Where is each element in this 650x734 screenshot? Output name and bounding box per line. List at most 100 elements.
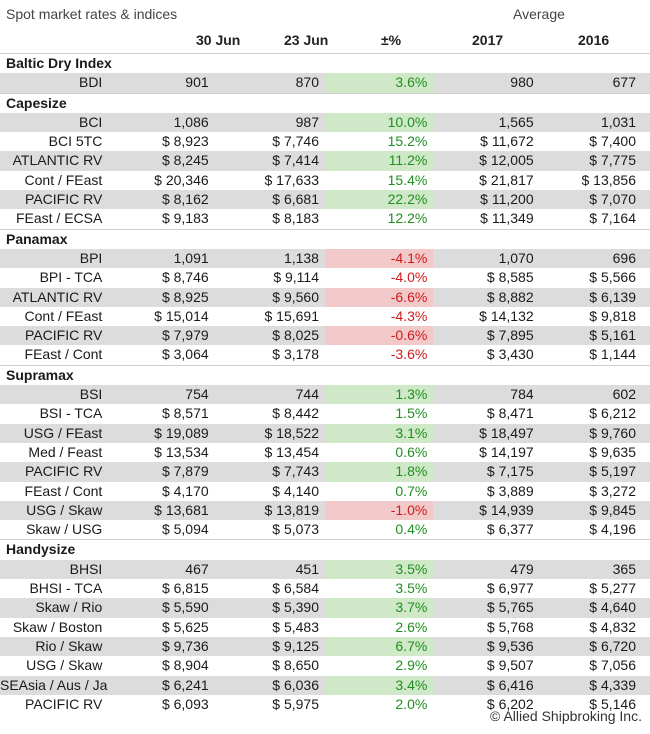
value-23jun: $ 4,140 xyxy=(272,482,319,499)
section-title: Panamax xyxy=(0,228,650,249)
route-label: Rio / Skaw xyxy=(0,636,109,657)
average-2016: $ 9,635 xyxy=(589,443,636,460)
table-row: PACIFIC RV $ 7,879 $ 7,743 1.8% $ 7,175 $ 5,1… xyxy=(0,462,650,482)
average-2017: $ 9,507 xyxy=(486,657,534,674)
average-2016: $ 9,760 xyxy=(541,423,650,443)
average-2016: $ 6,720 xyxy=(541,636,650,657)
value-30jun: $ 5,625 xyxy=(161,618,209,635)
pct-change: -4.0% xyxy=(390,269,428,286)
value-30jun: $ 20,346 xyxy=(154,171,209,188)
average-2017: $ 14,132 xyxy=(479,307,534,324)
table-row: ATLANTIC RV $ 8,925 $ 9,560 -6.6% $ 8,882 $ 6… xyxy=(0,287,650,307)
average-2016: $ 1,144 xyxy=(589,346,636,363)
average-2016: $ 4,640 xyxy=(541,598,650,618)
route-label: USG / Skaw xyxy=(26,657,103,674)
col-header-2016: 2016 xyxy=(578,32,610,48)
section-header: Panamax xyxy=(0,228,650,249)
average-2017: $ 21,817 xyxy=(479,171,534,188)
value-23jun: $ 5,975 xyxy=(272,695,319,712)
table-row: BSI - TCA $ 8,571 $ 8,442 1.5% $ 8,471 $ 6,21… xyxy=(0,404,650,423)
table-row: Skaw / Rio $ 5,590 $ 5,390 3.7% $ 5,765 $ 4,6… xyxy=(0,598,650,618)
pct-change: 15.4% xyxy=(387,171,428,188)
value-30jun: $ 7,879 xyxy=(108,462,217,482)
route-label: BHSI xyxy=(0,559,109,580)
average-2016: $ 3,272 xyxy=(589,482,636,499)
route-label: FEast / ECSA xyxy=(15,210,103,227)
value-30jun: $ 9,183 xyxy=(161,210,209,227)
value-23jun: $ 8,442 xyxy=(272,405,319,422)
route-label: Skaw / Rio xyxy=(0,598,109,618)
value-30jun: $ 5,590 xyxy=(108,598,217,618)
value-30jun: $ 8,245 xyxy=(108,151,217,171)
table-row: BPI 1,091 1,138 -4.1% 1,070 696 xyxy=(0,248,650,269)
average-2017: $ 14,939 xyxy=(433,500,542,521)
average-2016: $ 5,161 xyxy=(541,326,650,346)
pct-change: -4.1% xyxy=(324,248,434,269)
pct-change: -6.6% xyxy=(324,287,434,307)
pct-change: 1.5% xyxy=(395,405,428,422)
average-2016: $ 9,845 xyxy=(541,500,650,521)
route-label: PACIFIC RV xyxy=(0,190,109,210)
value-23jun: $ 8,650 xyxy=(272,657,319,674)
value-23jun: $ 5,390 xyxy=(216,598,325,618)
section-header: Capesize xyxy=(0,92,650,113)
average-2017: $ 6,977 xyxy=(486,580,534,597)
table-row: SEAsia / Aus / Jap $ 6,241 $ 6,036 3.4% $ 6,… xyxy=(0,675,650,695)
pct-change: -0.6% xyxy=(324,326,434,346)
value-23jun: $ 15,691 xyxy=(264,307,319,324)
average-2017: $ 6,202 xyxy=(486,695,534,712)
section-header: Baltic Dry Index xyxy=(0,53,650,74)
average-2016: $ 4,339 xyxy=(541,675,650,695)
table-row: Cont / FEast $ 15,014 $ 15,691 -4.3% $ 14,13… xyxy=(0,307,650,326)
average-2016: 1,031 xyxy=(541,112,650,133)
pct-change: 12.2% xyxy=(387,210,428,227)
table-row: Cont / FEast $ 20,346 $ 17,633 15.4% $ 21,81… xyxy=(0,171,650,190)
average-2016: $ 6,139 xyxy=(541,287,650,307)
table-row: BDI 901 870 3.6% 980 677 xyxy=(0,73,650,94)
table-row: FEast / ECSA $ 9,183 $ 8,183 12.2% $ 11,349 $… xyxy=(0,209,650,229)
route-label: PACIFIC RV xyxy=(25,695,103,712)
value-30jun: $ 4,170 xyxy=(161,482,209,499)
table-row: PACIFIC RV $ 6,093 $ 5,975 2.0% $ 6,202 $ 5,1… xyxy=(0,695,650,714)
value-30jun: $ 13,681 xyxy=(108,500,217,521)
pct-change: 3.1% xyxy=(324,423,434,443)
value-23jun: $ 13,454 xyxy=(264,443,319,460)
pct-change: 2.6% xyxy=(395,618,428,635)
section-title: Handysize xyxy=(0,539,650,560)
route-label: PACIFIC RV xyxy=(0,326,109,346)
value-23jun: $ 9,560 xyxy=(216,287,325,307)
average-2017: 1,565 xyxy=(433,112,542,133)
table-title: Spot market rates & indices xyxy=(6,6,178,22)
pct-change: 3.6% xyxy=(324,73,434,94)
section-title: Supramax xyxy=(0,364,650,386)
route-label: Skaw / Boston xyxy=(12,618,103,635)
value-30jun: $ 13,534 xyxy=(154,443,209,460)
value-23jun: $ 7,746 xyxy=(272,133,319,150)
table-row: PACIFIC RV $ 7,979 $ 8,025 -0.6% $ 7,895 $ 5,… xyxy=(0,326,650,346)
value-23jun: 987 xyxy=(216,112,325,133)
value-30jun: 754 xyxy=(108,385,217,405)
value-30jun: $ 15,014 xyxy=(154,307,209,324)
value-23jun: $ 8,183 xyxy=(272,210,319,227)
value-30jun: $ 3,064 xyxy=(161,346,209,363)
average-2017: $ 6,416 xyxy=(433,675,542,695)
section-title: Baltic Dry Index xyxy=(0,53,650,74)
table-row: Rio / Skaw $ 9,736 $ 9,125 6.7% $ 9,536 $ 6,7… xyxy=(0,636,650,657)
route-label: BCI 5TC xyxy=(48,133,103,150)
value-23jun: 451 xyxy=(216,559,325,580)
value-30jun: $ 8,746 xyxy=(161,269,209,286)
average-2017: $ 18,497 xyxy=(433,423,542,443)
value-23jun: $ 7,743 xyxy=(216,462,325,482)
section-header: Supramax xyxy=(0,364,650,386)
pct-change: -3.6% xyxy=(390,346,428,363)
table-row: Skaw / Boston $ 5,625 $ 5,483 2.6% $ 5,768 $ … xyxy=(0,618,650,637)
average-2017: $ 3,889 xyxy=(486,482,534,499)
value-23jun: 870 xyxy=(216,73,325,94)
section-title: Capesize xyxy=(0,92,650,113)
table-row: BSI 754 744 1.3% 784 602 xyxy=(0,385,650,405)
value-30jun: $ 6,815 xyxy=(161,580,209,597)
value-23jun: $ 5,073 xyxy=(272,521,319,538)
pct-change: 22.2% xyxy=(324,190,434,210)
table-row: Med / Feast $ 13,534 $ 13,454 0.6% $ 14,197 $… xyxy=(0,443,650,462)
pct-change: -1.0% xyxy=(324,500,434,521)
